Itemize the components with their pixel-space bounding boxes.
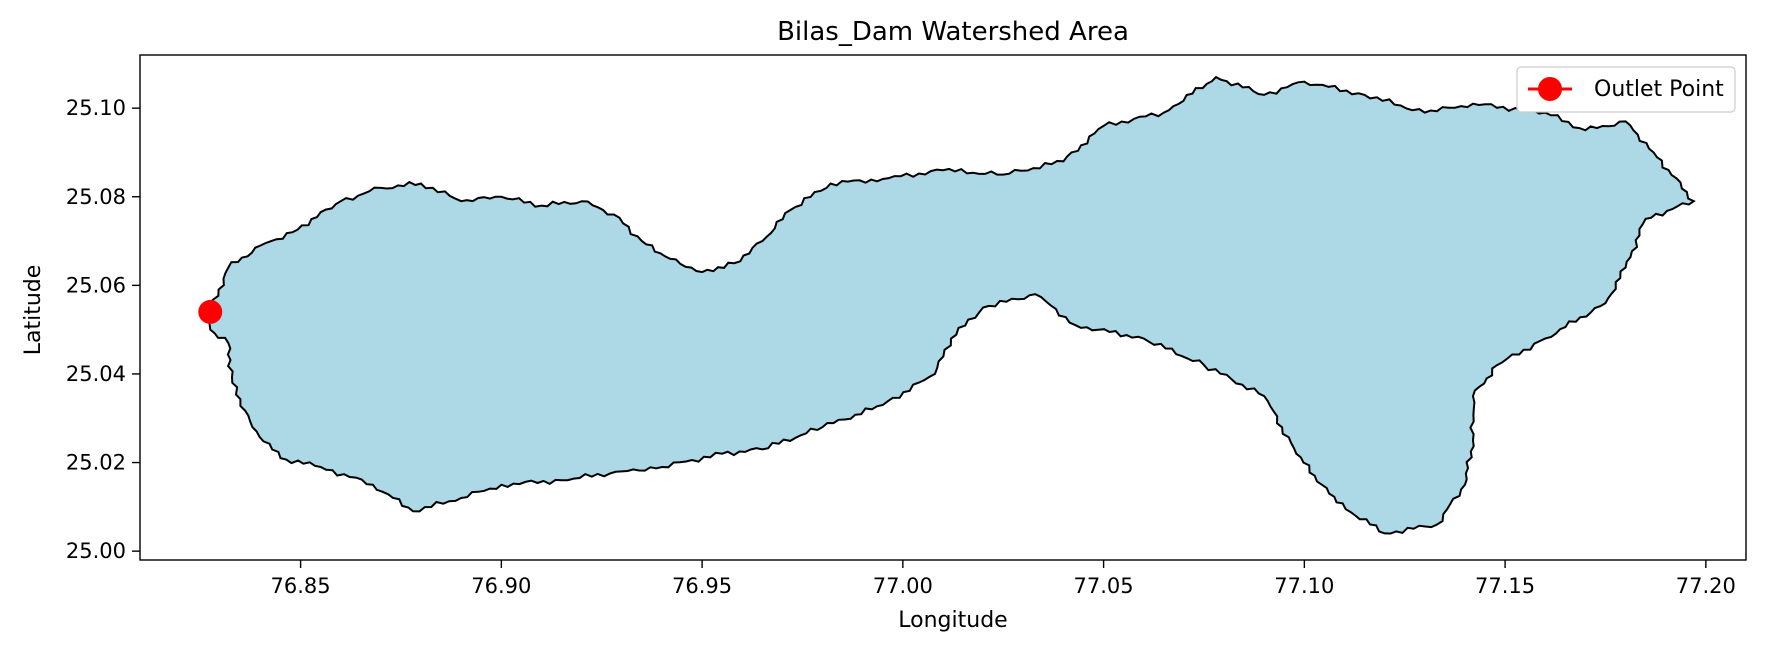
x-tick-label: 77.10 bbox=[1274, 574, 1334, 598]
outlet-point-marker bbox=[198, 299, 223, 324]
axes-frame bbox=[139, 54, 1747, 561]
x-tick-label: 76.95 bbox=[672, 574, 732, 598]
x-axis-label: Longitude bbox=[898, 608, 1007, 633]
y-tick-label: 25.06 bbox=[66, 273, 126, 297]
y-tick-label: 25.04 bbox=[66, 362, 126, 386]
legend-box bbox=[1516, 66, 1736, 113]
legend: Outlet Point bbox=[1516, 66, 1736, 113]
y-tick-label: 25.00 bbox=[66, 539, 126, 563]
x-tick-label: 77.15 bbox=[1475, 574, 1535, 598]
x-tick-label: 77.00 bbox=[873, 574, 933, 598]
x-tick-label: 77.05 bbox=[1074, 574, 1134, 598]
plot-area bbox=[139, 54, 1747, 561]
x-tick-label: 76.85 bbox=[271, 574, 331, 598]
x-axis-ticks: 76.85 76.90 76.95 77.00 77.05 77.10 77.15 77.20 bbox=[271, 560, 1736, 598]
y-tick-label: 25.08 bbox=[66, 185, 126, 209]
legend-marker-sample bbox=[1538, 77, 1562, 101]
map-title: Bilas_Dam Watershed Area bbox=[777, 17, 1129, 47]
x-tick-label: 76.90 bbox=[471, 574, 531, 598]
x-tick-label: 77.20 bbox=[1676, 574, 1736, 598]
y-tick-label: 25.10 bbox=[66, 96, 126, 120]
y-axis-ticks: 25.00 25.02 25.04 25.06 25.08 25.10 bbox=[66, 96, 140, 563]
legend-label-outlet-point: Outlet Point bbox=[1594, 77, 1724, 102]
y-axis-label: Latitude bbox=[21, 265, 46, 356]
watershed-polygon bbox=[208, 75, 1696, 535]
y-tick-label: 25.02 bbox=[66, 451, 126, 475]
